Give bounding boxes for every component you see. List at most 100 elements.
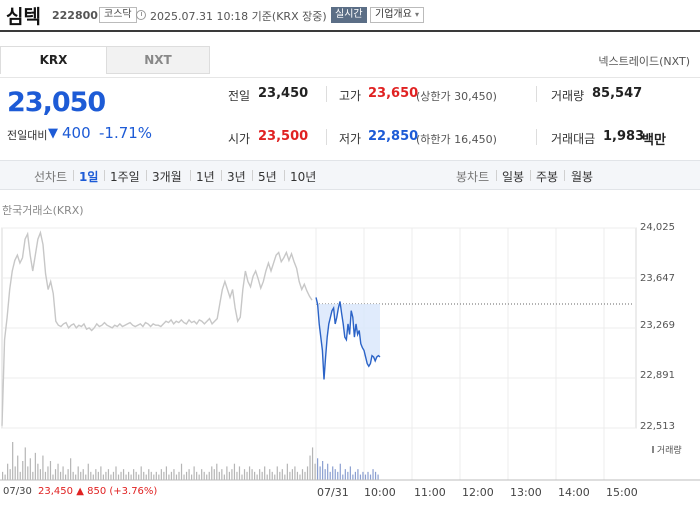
volume-bar — [180, 463, 183, 480]
low-label: 저가 — [339, 132, 362, 146]
volume-bar — [369, 474, 372, 480]
up-arrow-icon: ▲ — [76, 486, 84, 497]
today-series-line — [315, 297, 381, 380]
volume-bar — [143, 471, 145, 480]
tab-krx[interactable]: KRX — [0, 46, 106, 74]
volume-bar — [216, 463, 218, 480]
volume-bar — [208, 471, 210, 480]
volume-bar — [125, 474, 127, 480]
period-monthly[interactable]: 월봉 — [571, 170, 594, 184]
volume-bar — [221, 469, 223, 480]
x-tick: 15:00 — [606, 486, 638, 499]
period-selector-bar — [0, 160, 700, 190]
volume-bar — [337, 471, 339, 480]
divider — [104, 170, 105, 181]
volume-bar — [158, 474, 160, 480]
volume-bar — [266, 474, 268, 480]
volume-bar — [39, 469, 41, 480]
volume-bar — [256, 474, 258, 480]
company-overview-button[interactable]: 기업개요 ▾ — [370, 7, 425, 23]
volume-bar — [153, 474, 155, 480]
timestamp: 2025.07.31 10:18 기준(KRX 장중) — [150, 10, 327, 23]
high-value: 23,650 — [368, 86, 419, 101]
volume-bar — [377, 474, 379, 480]
divider — [190, 170, 191, 181]
volume-bar — [67, 469, 69, 480]
price-change: 400 — [62, 124, 91, 142]
volume-bar — [354, 471, 356, 480]
volume-bar — [299, 474, 301, 480]
high-label: 고가 — [339, 89, 362, 103]
volume-bar — [211, 466, 213, 480]
period-10y[interactable]: 10년 — [290, 170, 317, 184]
volume-bar — [52, 474, 54, 480]
volume-bar — [362, 471, 364, 480]
volume-bar — [130, 474, 132, 480]
change-label: 전일대비 — [7, 129, 48, 142]
volume-bar — [115, 466, 117, 480]
volume-bar — [59, 471, 62, 480]
volume-bar — [198, 474, 200, 480]
volume-bar — [344, 469, 346, 480]
divider — [564, 170, 565, 181]
period-3y[interactable]: 3년 — [227, 170, 246, 184]
period-1y[interactable]: 1년 — [196, 170, 215, 184]
volume-bar — [155, 471, 157, 480]
divider — [284, 170, 285, 181]
period-weekly[interactable]: 주봉 — [536, 170, 559, 184]
volume-bar — [203, 471, 205, 480]
volume-bar — [352, 474, 354, 480]
divider — [221, 170, 222, 181]
volume-bar — [72, 471, 74, 480]
volume-bar — [357, 469, 359, 480]
volume-bar — [309, 455, 311, 480]
line-chart-label: 선차트 — [34, 170, 68, 184]
divider — [326, 86, 327, 102]
period-5y[interactable]: 5년 — [258, 170, 277, 184]
divider — [530, 170, 531, 181]
volume-bar — [296, 471, 299, 480]
tab-nxt[interactable]: NXT — [106, 46, 210, 74]
volume-bar — [49, 461, 52, 480]
volume-bar — [342, 474, 344, 480]
period-daily[interactable]: 일봉 — [502, 170, 525, 184]
volume-bar — [359, 474, 362, 480]
volume-bar — [339, 463, 341, 480]
volume-bar — [183, 474, 185, 480]
volume-bar — [120, 471, 122, 480]
volume-bar — [301, 469, 304, 480]
volume-bar — [334, 469, 336, 480]
volume-bar — [349, 466, 351, 480]
divider — [326, 129, 327, 145]
realtime-badge[interactable]: 실시간 — [331, 7, 367, 23]
volume-bar — [160, 469, 162, 480]
volume-bar — [243, 469, 246, 480]
volume-bar — [191, 474, 193, 480]
volume-bar — [90, 471, 92, 480]
stock-header — [0, 0, 700, 32]
nextrade-label[interactable]: 넥스트레이드(NXT) — [598, 55, 690, 68]
x-tick: 14:00 — [558, 486, 590, 499]
volume-bar — [42, 455, 44, 480]
open-value: 23,500 — [258, 129, 309, 144]
period-3m[interactable]: 3개월 — [152, 170, 182, 184]
period-1w[interactable]: 1주일 — [110, 170, 140, 184]
volume-bar — [311, 447, 314, 480]
volume-bar — [19, 471, 21, 480]
period-1d[interactable]: 1일 — [79, 170, 99, 184]
open-label: 시가 — [228, 132, 251, 146]
volume-bar — [145, 474, 147, 480]
volume-bar — [175, 474, 178, 480]
volume-bar — [140, 466, 142, 480]
volume-bar — [62, 466, 64, 480]
volume-bar — [347, 471, 349, 480]
volume-bar — [14, 466, 16, 480]
volume-bar — [2, 471, 4, 480]
volume-bar — [246, 471, 248, 480]
volume-bar — [271, 471, 273, 480]
prev-close-value: 23,450 — [258, 86, 309, 101]
volume-bar — [133, 469, 135, 480]
volume-bar — [9, 469, 11, 480]
volume-bar — [304, 471, 306, 480]
